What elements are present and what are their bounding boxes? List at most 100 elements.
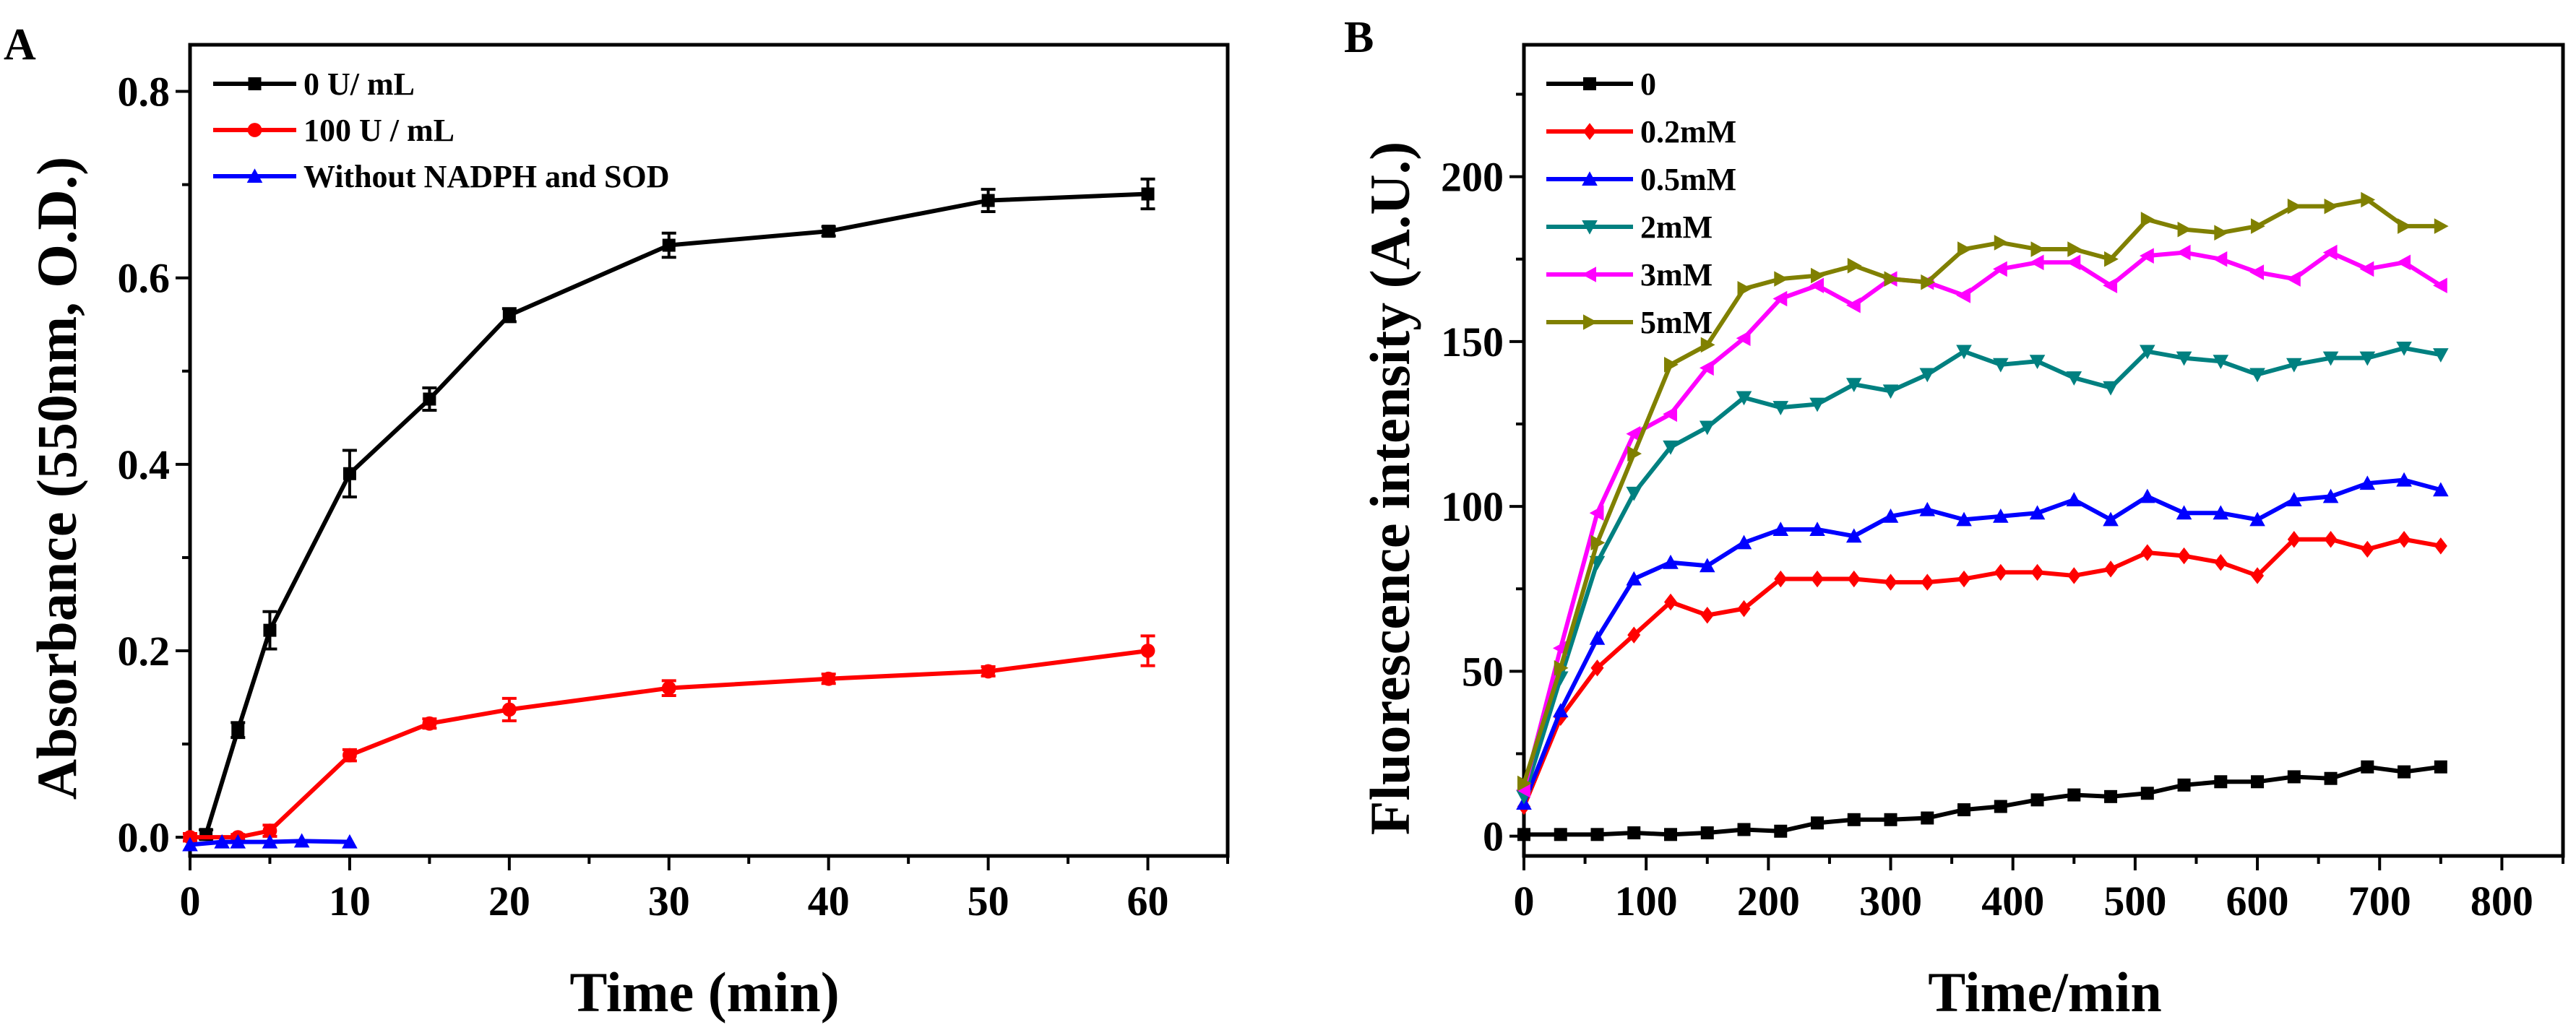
- data-point: [343, 748, 357, 763]
- data-point: [1994, 563, 2007, 581]
- data-point: [1772, 522, 1789, 537]
- data-point: [2361, 540, 2374, 558]
- plot-frame: [1522, 43, 2565, 858]
- data-point: [1736, 391, 1752, 406]
- data-point: [1919, 368, 1936, 383]
- data-point: [1699, 558, 1715, 573]
- x-tick-label: 10: [329, 878, 371, 925]
- legend-label: 0.5mM: [1640, 162, 1736, 197]
- data-point: [2396, 472, 2412, 487]
- data-point: [2398, 765, 2411, 779]
- data-point: [1847, 258, 1862, 274]
- data-point: [981, 664, 996, 679]
- data-point: [2398, 218, 2412, 234]
- x-tick-label: 600: [2226, 878, 2289, 925]
- legend-label: 0 U/ mL: [303, 66, 415, 102]
- data-point: [1736, 535, 1752, 550]
- data-point: [1589, 630, 1606, 645]
- data-point: [1626, 486, 1642, 501]
- y-tick-label: 50: [1462, 648, 1504, 695]
- x-tick-label: 50: [968, 878, 1009, 925]
- x-axis-title-b: Time/min: [1928, 961, 2162, 1023]
- data-point: [2140, 544, 2154, 561]
- y-axis-title-b: Fluorescence intensity (A.U.): [1358, 142, 1421, 835]
- data-point: [2361, 191, 2376, 208]
- data-point: [2434, 760, 2447, 774]
- legend-marker: [246, 168, 263, 183]
- data-point: [2140, 345, 2155, 360]
- x-tick-label: 30: [648, 878, 690, 925]
- data-point: [2286, 358, 2302, 373]
- data-point: [1517, 775, 1532, 792]
- data-point: [2176, 244, 2191, 261]
- data-point: [2361, 760, 2374, 774]
- data-point: [2359, 475, 2376, 490]
- y-tick-label: 0.4: [118, 441, 171, 488]
- data-point: [2433, 482, 2449, 497]
- data-point: [1590, 535, 1606, 551]
- data-point: [1992, 358, 2009, 373]
- data-point: [1956, 345, 1972, 360]
- data-point: [2251, 218, 2265, 234]
- legend-entry: 3mM: [1546, 257, 1713, 293]
- data-point: [502, 308, 516, 322]
- data-point: [1699, 360, 1714, 376]
- data-point: [1994, 800, 2007, 813]
- data-point: [2104, 561, 2118, 578]
- legend-marker: [1582, 220, 1598, 235]
- data-point: [1774, 824, 1788, 838]
- series-0-u-ml: [199, 177, 1155, 841]
- legend-entry: 100 U / mL: [213, 113, 455, 148]
- series-without-nadph-and-sod: [182, 833, 358, 852]
- data-point: [2286, 492, 2302, 506]
- data-point: [2104, 251, 2119, 267]
- data-point: [214, 834, 230, 849]
- data-point: [2214, 775, 2228, 789]
- data-point: [1811, 570, 1825, 588]
- data-point: [2324, 198, 2339, 215]
- legend-label: 3mM: [1640, 257, 1713, 293]
- y-tick-label: 0: [1483, 813, 1504, 860]
- data-point: [2213, 251, 2228, 267]
- data-point: [2433, 277, 2447, 294]
- data-point: [1845, 378, 1862, 392]
- data-point: [1884, 271, 1899, 287]
- data-point: [2434, 218, 2449, 234]
- data-point: [661, 680, 676, 696]
- x-tick-label: 700: [2348, 878, 2411, 925]
- legend-label: 0.2mM: [1640, 114, 1736, 150]
- data-point: [1957, 241, 1972, 257]
- data-point: [1809, 277, 1825, 294]
- data-point: [2140, 787, 2154, 800]
- data-point: [1626, 425, 1641, 442]
- data-point: [1847, 813, 1861, 826]
- data-point: [1957, 803, 1971, 817]
- data-point: [1992, 508, 2009, 523]
- y-axis-title-a: Absorbance (550nm, O.D.): [25, 157, 88, 800]
- y-tick-label: 0.6: [118, 255, 171, 302]
- data-point: [2177, 778, 2191, 792]
- data-point: [1664, 357, 1679, 373]
- data-point: [2433, 348, 2449, 363]
- data-point: [1811, 267, 1825, 284]
- x-tick-label: 500: [2103, 878, 2166, 925]
- data-point: [1921, 574, 1934, 591]
- series-line: [204, 191, 1148, 836]
- data-point: [1663, 440, 1679, 455]
- data-point: [501, 702, 517, 717]
- data-point: [2396, 254, 2411, 271]
- x-tick-label: 800: [2471, 878, 2533, 925]
- data-point: [1957, 570, 1971, 588]
- data-point: [2322, 351, 2339, 366]
- data-point: [1772, 401, 1789, 415]
- data-point: [2214, 554, 2228, 571]
- series-line: [1522, 537, 2442, 808]
- x-tick-label: 0: [1514, 878, 1535, 925]
- data-point: [1700, 337, 1715, 353]
- legend-marker: [1582, 267, 1596, 282]
- data-point: [1737, 823, 1751, 836]
- data-point: [1627, 626, 1641, 644]
- data-point: [262, 823, 277, 839]
- y-tick-label: 200: [1441, 154, 1504, 201]
